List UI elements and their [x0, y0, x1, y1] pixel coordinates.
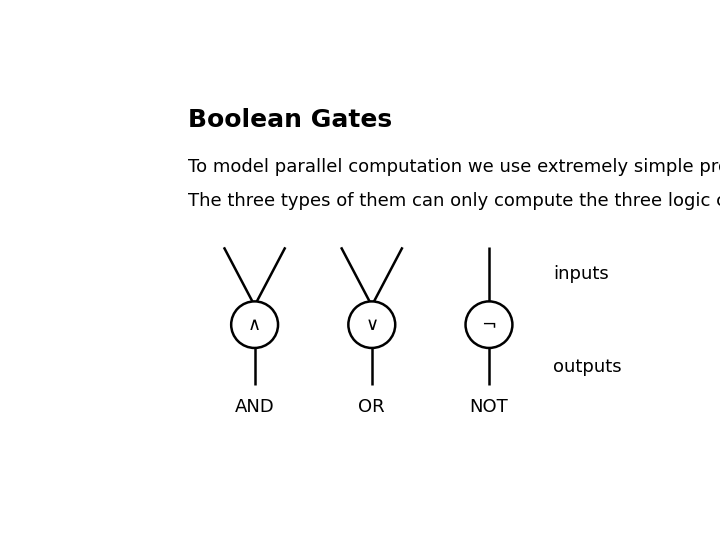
Text: The three types of them can only compute the three logic connectiv: The three types of them can only compute…	[188, 192, 720, 210]
Text: OR: OR	[359, 398, 385, 416]
Text: outputs: outputs	[553, 357, 622, 376]
Text: NOT: NOT	[469, 398, 508, 416]
Text: Boolean Gates: Boolean Gates	[188, 109, 392, 132]
Text: AND: AND	[235, 398, 274, 416]
Text: ∧: ∧	[248, 316, 261, 334]
Text: ¬: ¬	[482, 316, 497, 334]
Text: inputs: inputs	[553, 265, 609, 284]
Text: ∨: ∨	[365, 316, 378, 334]
Text: To model parallel computation we use extremely simple processors: To model parallel computation we use ext…	[188, 158, 720, 177]
